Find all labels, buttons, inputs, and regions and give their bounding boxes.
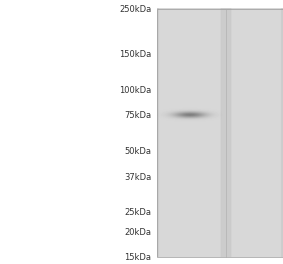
Text: 37kDa: 37kDa <box>124 173 151 182</box>
Text: 100kDa: 100kDa <box>119 86 151 95</box>
Text: B: B <box>253 0 260 1</box>
Text: 25kDa: 25kDa <box>125 208 151 217</box>
Text: 250kDa: 250kDa <box>119 5 151 14</box>
Bar <box>157 9 283 257</box>
Text: 15kDa: 15kDa <box>125 253 151 262</box>
Text: 50kDa: 50kDa <box>125 147 151 156</box>
Text: 150kDa: 150kDa <box>119 50 151 59</box>
Text: A: A <box>186 0 193 1</box>
Text: 75kDa: 75kDa <box>124 111 151 120</box>
Text: 20kDa: 20kDa <box>125 228 151 237</box>
